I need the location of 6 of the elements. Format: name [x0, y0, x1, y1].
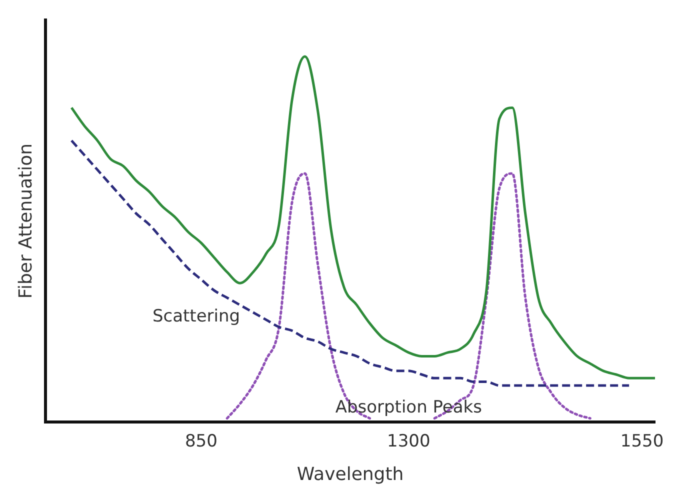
x-tick-label: 850 — [184, 432, 218, 452]
series-label: Scattering — [152, 306, 240, 326]
x-axis-title: Wavelength — [296, 464, 404, 485]
x-tick-label: 1550 — [620, 432, 664, 452]
x-tick-label: 1300 — [387, 432, 430, 452]
y-axis-title: Fiber Attenuation — [15, 143, 36, 299]
